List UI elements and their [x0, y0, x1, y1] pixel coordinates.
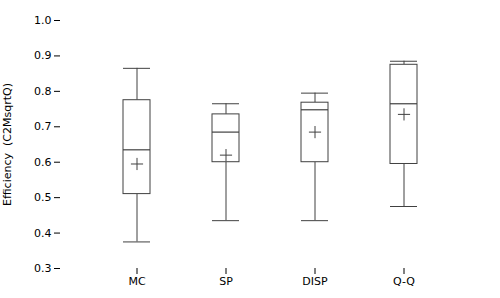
svg-text:0.4: 0.4 [34, 227, 52, 240]
svg-text:0.6: 0.6 [34, 156, 52, 169]
svg-text:0.7: 0.7 [34, 120, 52, 133]
svg-text:Efficiency (C2MsqrtQ): Efficiency (C2MsqrtQ) [1, 83, 14, 206]
svg-text:0.8: 0.8 [34, 85, 52, 98]
svg-text:0.3: 0.3 [34, 262, 52, 275]
svg-text:1.0: 1.0 [34, 14, 52, 27]
svg-text:SP: SP [219, 275, 233, 288]
svg-text:0.5: 0.5 [34, 191, 52, 204]
svg-text:MC: MC [128, 275, 145, 288]
svg-text:DISP: DISP [302, 275, 328, 288]
svg-text:Q-Q: Q-Q [393, 275, 415, 288]
svg-text:0.9: 0.9 [34, 49, 52, 62]
